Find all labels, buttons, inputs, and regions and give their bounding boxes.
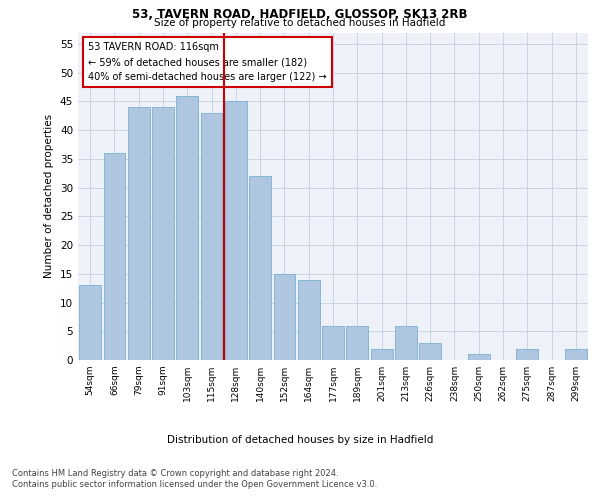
Text: Size of property relative to detached houses in Hadfield: Size of property relative to detached ho… [154,18,446,28]
Bar [200,113,223,360]
Bar [104,153,125,360]
Bar [176,96,198,360]
Bar [346,326,368,360]
Bar [225,102,247,360]
Bar [152,107,174,360]
Text: Distribution of detached houses by size in Hadfield: Distribution of detached houses by size … [167,435,433,445]
Bar [249,176,271,360]
Bar [395,326,417,360]
Bar [468,354,490,360]
Bar [128,107,149,360]
Text: Contains public sector information licensed under the Open Government Licence v3: Contains public sector information licen… [12,480,377,489]
Bar [565,348,587,360]
Bar [79,286,101,360]
Y-axis label: Number of detached properties: Number of detached properties [44,114,55,278]
Bar [322,326,344,360]
Text: 53 TAVERN ROAD: 116sqm
← 59% of detached houses are smaller (182)
40% of semi-de: 53 TAVERN ROAD: 116sqm ← 59% of detached… [88,42,327,82]
Bar [371,348,392,360]
Bar [517,348,538,360]
Bar [274,274,295,360]
Text: 53, TAVERN ROAD, HADFIELD, GLOSSOP, SK13 2RB: 53, TAVERN ROAD, HADFIELD, GLOSSOP, SK13… [132,8,468,20]
Text: Contains HM Land Registry data © Crown copyright and database right 2024.: Contains HM Land Registry data © Crown c… [12,468,338,477]
Bar [298,280,320,360]
Bar [419,343,441,360]
